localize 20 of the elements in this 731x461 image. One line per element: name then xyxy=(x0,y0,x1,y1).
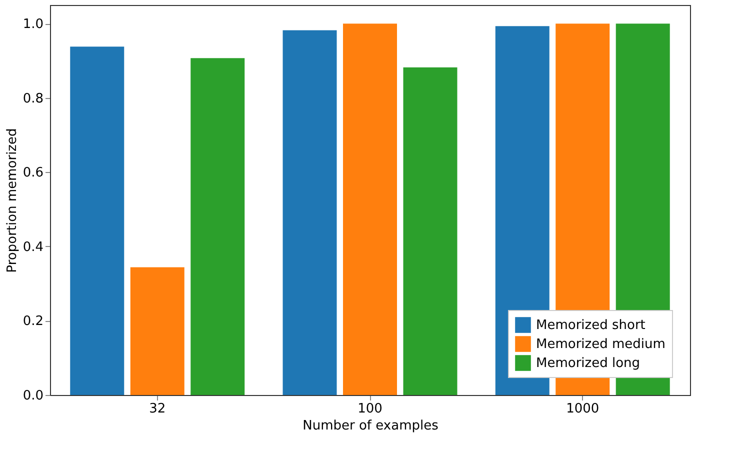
x-axis-title: Number of examples xyxy=(302,418,439,434)
y-tick-label: 0.2 xyxy=(22,314,44,330)
legend-label: Memorized short xyxy=(536,318,646,333)
legend-label: Memorized medium xyxy=(536,337,666,352)
bar xyxy=(190,58,245,395)
y-tick-label: 0.8 xyxy=(22,91,44,106)
bar xyxy=(130,267,184,395)
x-tick-label: 32 xyxy=(149,402,166,416)
x-tick-label: 100 xyxy=(358,402,382,416)
x-tick-label: 1000 xyxy=(566,402,600,416)
y-tick-label: 0.6 xyxy=(22,166,44,181)
bar xyxy=(343,24,397,395)
y-tick-label: 0.0 xyxy=(22,388,44,404)
y-axis-title: Proportion memorized xyxy=(4,128,20,273)
y-tick-label: 1.0 xyxy=(22,17,44,32)
bar xyxy=(70,46,124,395)
bar xyxy=(282,30,337,395)
y-tick-label: 0.4 xyxy=(22,240,44,255)
legend-label: Memorized long xyxy=(536,356,640,371)
bar xyxy=(403,67,458,395)
